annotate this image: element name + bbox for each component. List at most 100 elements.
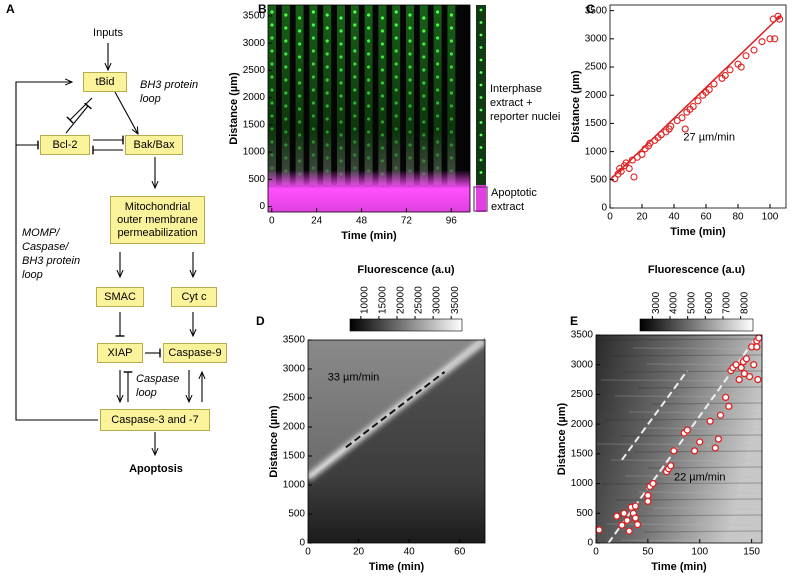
nucleus (298, 159, 302, 163)
x-tick-label: 0 (305, 547, 311, 558)
colorbar (639, 318, 754, 332)
colorbar-tick-label: 5000 (686, 291, 697, 314)
nucleus (422, 159, 426, 163)
colorbar-tick-label: 15000 (378, 286, 389, 314)
nucleus (353, 153, 357, 157)
image-column (392, 5, 401, 185)
nucleus (367, 13, 371, 17)
x-tick-label: 60 (454, 547, 466, 558)
point (631, 502, 640, 510)
streak (632, 347, 763, 350)
nucleus (436, 127, 440, 131)
nucleus (325, 52, 329, 56)
y-axis-label: Distance (µm) (268, 405, 280, 478)
nucleus (353, 88, 357, 92)
nucleus (436, 62, 440, 66)
nucleus (408, 156, 412, 160)
nucleus (339, 133, 343, 137)
nucleus (325, 130, 329, 134)
nucleus (479, 71, 483, 74)
point (595, 526, 603, 534)
nucleus (270, 49, 274, 53)
y-tick-label: 2000 (571, 419, 594, 430)
nucleus (353, 23, 357, 27)
nucleus (367, 91, 371, 95)
point (633, 520, 642, 529)
colorbar-tick-label: 35000 (450, 286, 461, 314)
y-tick-label: 1500 (585, 118, 608, 129)
point (706, 417, 714, 425)
strip-box (473, 186, 488, 212)
nucleus (449, 39, 453, 43)
nucleus (380, 94, 384, 98)
image-column (364, 5, 373, 185)
y-tick-label: 3500 (571, 330, 594, 341)
point (631, 514, 640, 522)
nucleus (353, 166, 357, 170)
x-axis-label: Time (min) (670, 226, 726, 238)
nucleus (408, 143, 412, 147)
y-tick-label: 1000 (243, 147, 266, 158)
nucleus (367, 117, 371, 121)
nucleus (284, 130, 288, 134)
nucleus (325, 39, 329, 43)
point (622, 159, 630, 167)
nucleus (394, 166, 398, 170)
image-column (323, 5, 332, 185)
y-axis-label: Distance (µm) (556, 402, 568, 475)
y-tick-label: 500 (590, 174, 607, 185)
nucleus (284, 65, 288, 69)
diagram-arrows (15, 43, 202, 455)
x-tick-label: 72 (401, 216, 413, 227)
point (625, 164, 633, 173)
node: Cyt c (171, 287, 217, 307)
colorbar-tick-label: 6000 (704, 291, 715, 314)
nucleus (270, 166, 274, 170)
nucleus (353, 140, 357, 144)
nucleus (339, 120, 343, 124)
plot-frame (267, 4, 471, 213)
nucleus (284, 104, 288, 108)
colorbar-tick-label: 7000 (722, 291, 733, 314)
nucleus (479, 121, 483, 124)
kymograph-front (306, 337, 487, 481)
nucleus (380, 120, 384, 124)
nucleus (339, 94, 343, 98)
nucleus (479, 146, 483, 149)
node-text: Inputs (93, 27, 123, 39)
nucleus (298, 146, 302, 150)
nucleus (284, 156, 288, 160)
node: tBid (83, 72, 127, 92)
nucleus (436, 88, 440, 92)
streak (624, 475, 763, 478)
x-tick-label: 24 (311, 216, 323, 227)
y-tick-label: 2000 (283, 422, 306, 433)
trend-line (607, 340, 755, 544)
colorbar (349, 318, 463, 332)
image-column (447, 5, 456, 185)
point (714, 435, 723, 443)
nucleus (270, 114, 274, 118)
nucleus (325, 156, 329, 160)
nucleus (311, 75, 315, 79)
streak (628, 411, 763, 414)
nucleus (408, 65, 412, 69)
node: Bak/Bax (125, 135, 183, 155)
fit-line (609, 14, 782, 181)
nucleus (367, 130, 371, 134)
nucleus (353, 10, 357, 14)
y-tick-label: 3000 (585, 33, 608, 44)
nucleus (311, 62, 315, 66)
streak (605, 418, 763, 421)
nucleus (367, 39, 371, 43)
streak (601, 482, 763, 485)
nucleus (436, 10, 440, 14)
loop-label: MOMP/ Caspase/ BH3 protein loop (22, 227, 81, 281)
nucleus (479, 33, 483, 37)
loop-label: BH3 protein loop (140, 79, 199, 105)
x-tick-label: 100 (762, 212, 779, 223)
y-tick-label: 2500 (243, 65, 266, 76)
nucleus (408, 91, 412, 95)
y-tick-label: 500 (288, 509, 305, 520)
